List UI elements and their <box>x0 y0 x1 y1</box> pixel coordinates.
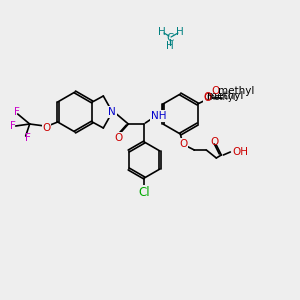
Text: F: F <box>25 133 31 143</box>
Text: O: O <box>203 93 212 103</box>
Text: O: O <box>212 86 220 96</box>
Text: N: N <box>108 107 116 117</box>
Text: F: F <box>14 107 20 117</box>
Text: H: H <box>176 27 184 37</box>
Text: F: F <box>10 121 16 131</box>
Text: O: O <box>179 139 188 149</box>
Text: H: H <box>158 27 166 37</box>
Text: O: O <box>210 137 218 147</box>
Text: methyl: methyl <box>208 91 244 101</box>
Text: O: O <box>114 133 122 143</box>
Text: H: H <box>166 41 174 51</box>
Text: OH: OH <box>232 147 248 157</box>
Text: O: O <box>43 123 51 133</box>
Text: Cl: Cl <box>139 185 150 199</box>
Text: methyl: methyl <box>218 86 254 96</box>
Text: C: C <box>166 33 174 43</box>
Text: O: O <box>203 92 212 102</box>
Text: NH: NH <box>151 111 166 121</box>
Text: methyl: methyl <box>206 92 235 101</box>
